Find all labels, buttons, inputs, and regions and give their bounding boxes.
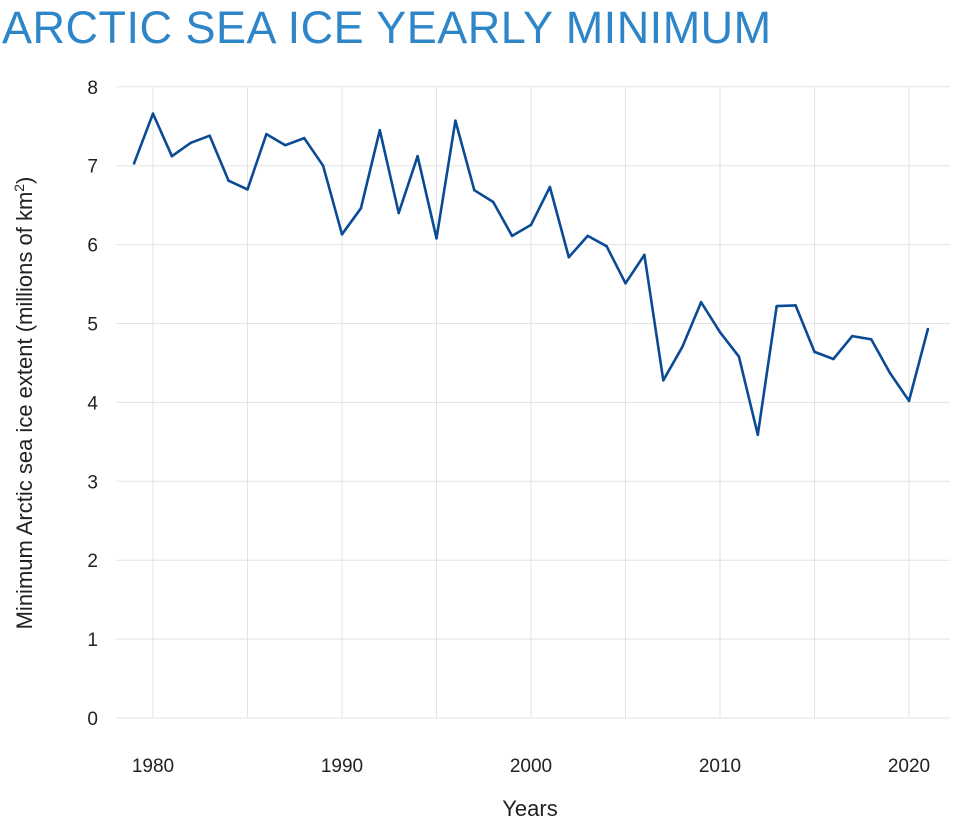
data-point bbox=[510, 234, 514, 238]
data-point bbox=[189, 141, 193, 145]
y-tick-label: 7 bbox=[87, 157, 98, 178]
data-point bbox=[813, 350, 816, 354]
data-point bbox=[662, 379, 665, 382]
y-tick-label: 6 bbox=[87, 236, 98, 257]
x-tick-label: 2000 bbox=[510, 756, 552, 777]
data-point bbox=[737, 355, 741, 358]
data-point bbox=[170, 154, 174, 158]
data-point bbox=[756, 433, 760, 437]
data-point bbox=[624, 281, 627, 285]
data-point bbox=[699, 300, 703, 304]
data-point bbox=[680, 345, 684, 349]
data-point bbox=[491, 200, 495, 204]
x-tick-label: 1980 bbox=[132, 756, 174, 777]
y-tick-label: 3 bbox=[87, 472, 98, 493]
data-point bbox=[435, 236, 438, 240]
data-point bbox=[775, 304, 778, 308]
ticks: 0 1 2 3 4 5 6 7 8 1980 1990 2000 2010 2020 bbox=[87, 78, 930, 777]
data-point bbox=[416, 154, 419, 158]
y-axis-label-end: ) bbox=[12, 177, 37, 184]
x-axis-label: Years bbox=[502, 796, 557, 821]
data-point bbox=[302, 136, 306, 140]
y-tick-label: 2 bbox=[87, 551, 98, 572]
data-point bbox=[718, 330, 722, 334]
data-point bbox=[888, 371, 892, 375]
y-tick-label: 8 bbox=[87, 78, 98, 99]
data-point bbox=[265, 132, 268, 136]
data-point bbox=[567, 255, 571, 259]
data-point bbox=[378, 128, 382, 132]
data-point bbox=[227, 179, 230, 182]
data-point bbox=[397, 211, 401, 215]
data-point bbox=[586, 234, 589, 238]
data-point bbox=[340, 233, 344, 236]
data-point bbox=[851, 334, 854, 338]
points bbox=[132, 112, 930, 437]
y-tick-label: 4 bbox=[87, 393, 98, 414]
data-point bbox=[605, 244, 608, 248]
data-point bbox=[869, 337, 873, 341]
data-point bbox=[832, 357, 835, 361]
data-point bbox=[794, 304, 797, 307]
data-point bbox=[321, 164, 325, 167]
x-tick-label: 2020 bbox=[888, 756, 930, 777]
y-tick-label: 5 bbox=[87, 315, 98, 336]
grid bbox=[116, 86, 950, 719]
data-point bbox=[132, 162, 136, 165]
data-point bbox=[643, 253, 646, 257]
data-point bbox=[529, 223, 533, 227]
data-point bbox=[548, 185, 552, 189]
y-axis-label-text: Minimum Arctic sea ice extent (millions … bbox=[12, 192, 37, 630]
data-point bbox=[907, 399, 911, 403]
chart-title: ARCTIC SEA ICE YEARLY MINIMUM bbox=[2, 2, 772, 53]
y-tick-label: 1 bbox=[87, 630, 98, 651]
data-point bbox=[473, 188, 476, 192]
data-point bbox=[359, 207, 363, 210]
y-axis-label-sup: 2 bbox=[11, 184, 27, 192]
x-tick-label: 2010 bbox=[699, 756, 741, 777]
y-tick-label: 0 bbox=[87, 709, 98, 730]
data-point bbox=[926, 327, 930, 331]
data-point bbox=[151, 112, 155, 115]
data-point bbox=[208, 134, 211, 138]
data-point bbox=[246, 188, 249, 191]
y-axis-label: Minimum Arctic sea ice extent (millions … bbox=[11, 177, 37, 630]
x-tick-label: 1990 bbox=[321, 756, 363, 777]
data-point bbox=[454, 119, 457, 123]
data-point bbox=[284, 143, 287, 147]
